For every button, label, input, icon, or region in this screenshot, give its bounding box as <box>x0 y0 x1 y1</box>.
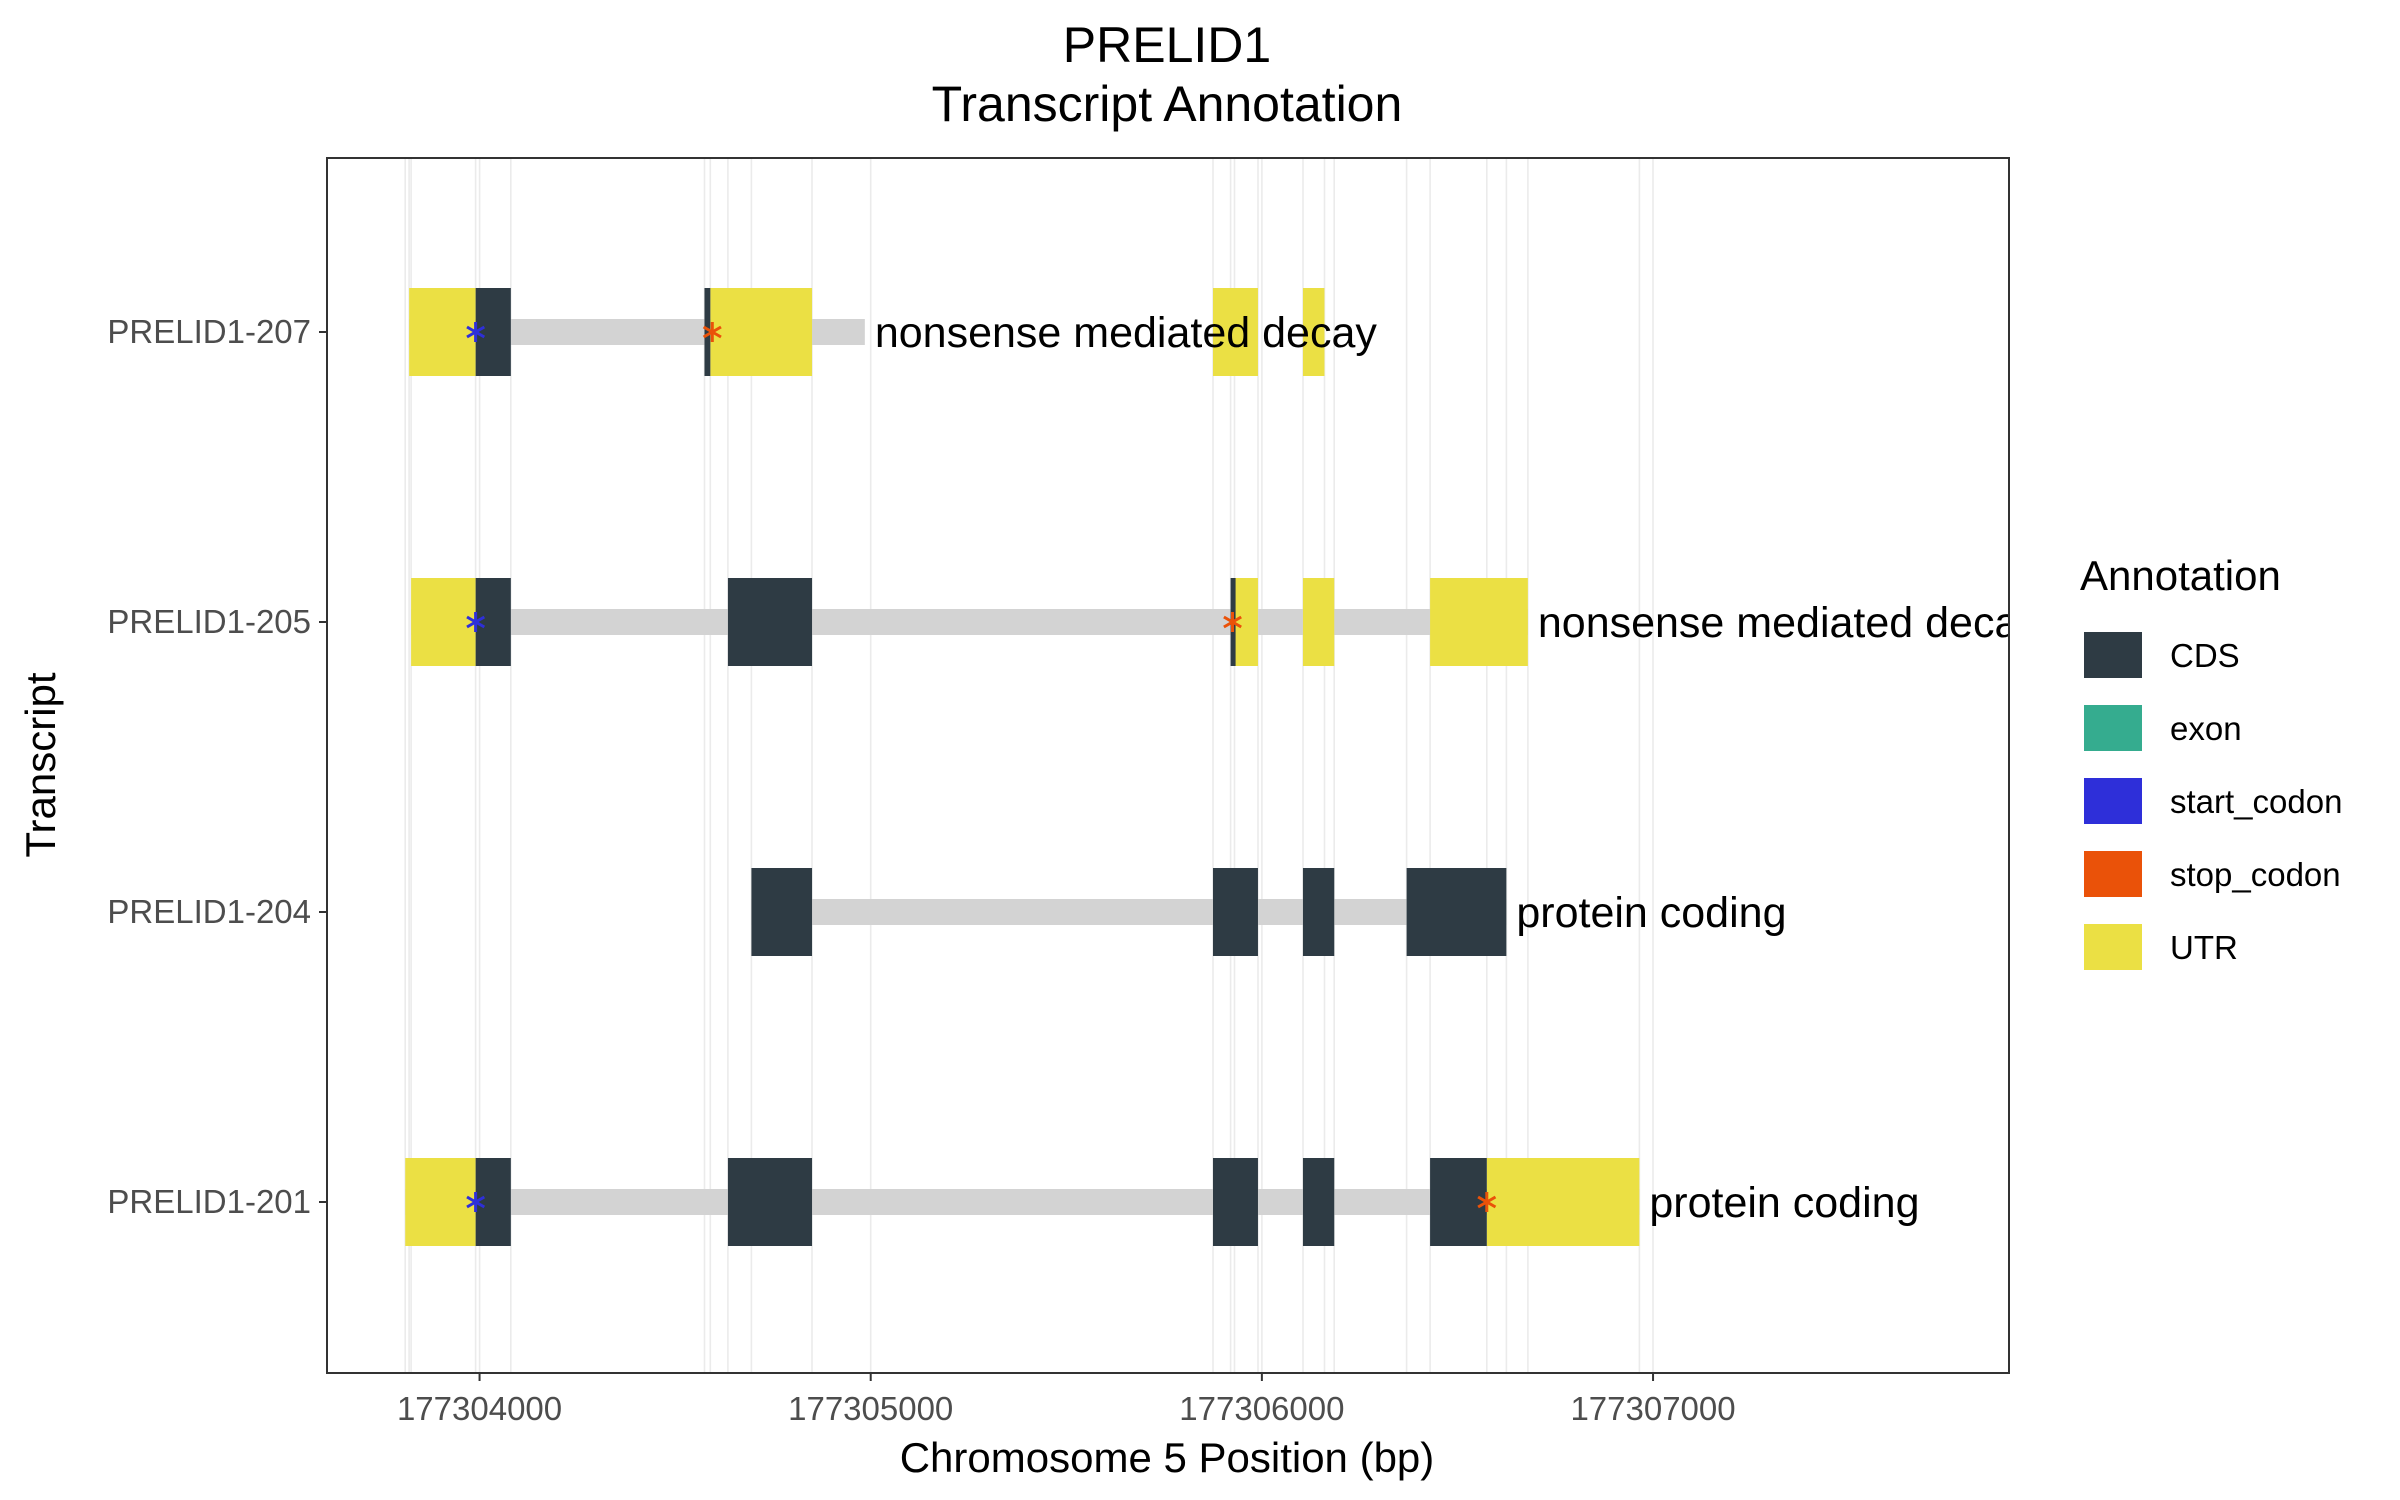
start-codon-marker <box>466 322 486 342</box>
utr-block <box>1486 1158 1640 1246</box>
legend-key-UTR <box>2084 924 2142 970</box>
legend-label: UTR <box>2170 929 2238 966</box>
y-axis: PRELID1-207 PRELID1-205 PRELID1-204 PRELID1… <box>107 313 327 1220</box>
y-tick-label: PRELID1-204 <box>107 893 311 930</box>
stop-codon-marker <box>1223 612 1242 632</box>
transcript-track <box>411 578 1528 666</box>
start-codon-marker-stroke <box>466 615 486 629</box>
panel-border <box>326 157 2010 1374</box>
stop-codon-marker-stroke <box>1477 1195 1497 1209</box>
legend-key-start-codon <box>2084 778 2142 824</box>
y-tick-label: PRELID1-207 <box>107 313 311 350</box>
start-codon-marker-stroke <box>466 325 486 339</box>
cds-block <box>1406 868 1507 956</box>
cds-block <box>727 578 813 666</box>
y-axis-title: Transcript <box>17 672 64 857</box>
biotype-label: nonsense mediated decay <box>1538 599 2041 647</box>
utr-block <box>710 288 813 376</box>
chart-subtitle: Transcript Annotation <box>932 76 1403 132</box>
cds-block <box>1302 1158 1335 1246</box>
utr-block <box>1302 578 1335 666</box>
cds-block <box>751 868 813 956</box>
start-codon-marker-stroke <box>466 1195 486 1209</box>
x-tick-label: 177305000 <box>788 1390 953 1427</box>
legend-label: CDS <box>2170 637 2240 674</box>
cds-block <box>727 1158 813 1246</box>
utr-block <box>1302 288 1325 376</box>
start-codon-marker <box>466 612 486 632</box>
x-axis: 177304000 177305000 177306000 177307000 <box>397 1373 1736 1427</box>
chart-title: PRELID1 <box>1063 17 1271 73</box>
stop-codon-marker <box>702 322 722 342</box>
utr-block <box>1430 578 1528 666</box>
x-tick-label: 177304000 <box>397 1390 562 1427</box>
legend-key-CDS <box>2084 632 2142 678</box>
cds-block <box>1430 1158 1487 1246</box>
legend-key-stop-codon <box>2084 851 2142 897</box>
x-axis-title: Chromosome 5 Position (bp) <box>900 1434 1435 1481</box>
legend-label: stop_codon <box>2170 856 2341 893</box>
x-tick-label: 177307000 <box>1570 1390 1735 1427</box>
y-tick-label: PRELID1-205 <box>107 603 311 640</box>
plot-panel: nonsense mediated decay nonsense mediated… <box>405 288 2041 1246</box>
stop-codon-marker-stroke <box>1223 615 1242 629</box>
biotype-label: protein coding <box>1516 889 1786 937</box>
utr-block <box>409 288 476 376</box>
transcript-track <box>751 868 1507 956</box>
start-codon-marker <box>466 1192 486 1212</box>
cds-block <box>475 578 511 666</box>
biotype-label: nonsense mediated decay <box>875 309 1378 357</box>
biotype-label: protein coding <box>1649 1179 1919 1227</box>
legend-title: Annotation <box>2080 552 2281 599</box>
utr-block <box>405 1158 476 1246</box>
cds-block <box>1212 1158 1258 1246</box>
cds-block <box>1212 868 1258 956</box>
transcript-track <box>405 1158 1640 1246</box>
legend-label: exon <box>2170 710 2242 747</box>
stop-codon-marker-stroke <box>702 325 722 339</box>
utr-block <box>1234 578 1258 666</box>
x-tick-label: 177306000 <box>1179 1390 1344 1427</box>
cds-block <box>1302 868 1335 956</box>
cds-block <box>475 288 511 376</box>
cds-block <box>475 1158 511 1246</box>
intron-line <box>751 899 1507 925</box>
utr-block <box>1212 288 1258 376</box>
stop-codon-marker <box>1477 1192 1497 1212</box>
cds-block <box>704 288 711 376</box>
transcript-track <box>409 288 1325 376</box>
intron-line <box>411 609 1528 635</box>
legend-key-exon <box>2084 705 2142 751</box>
legend: Annotation CDS exon start_codon stop_codon U… <box>2080 552 2342 970</box>
utr-block <box>411 578 476 666</box>
y-tick-label: PRELID1-201 <box>107 1183 311 1220</box>
legend-label: start_codon <box>2170 783 2342 820</box>
